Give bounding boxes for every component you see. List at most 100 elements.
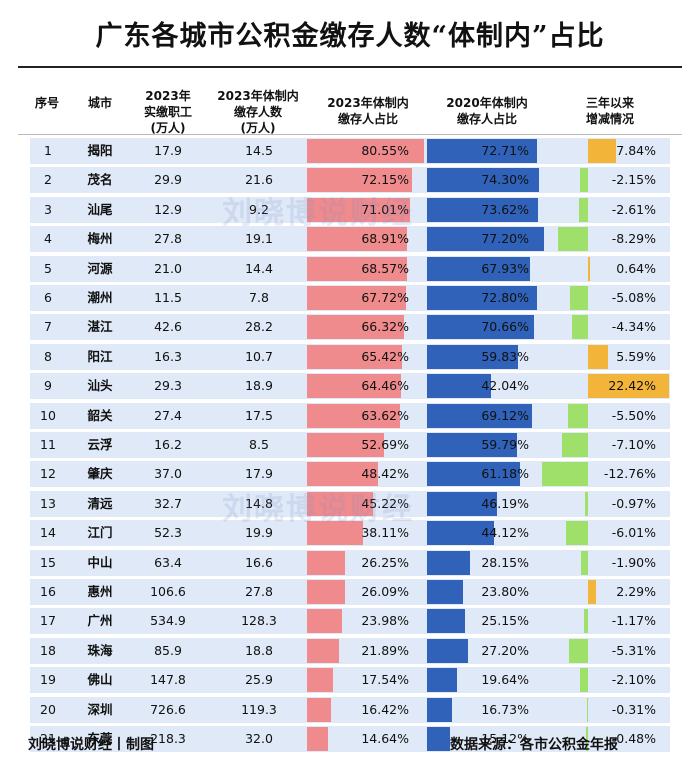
bar-change <box>572 315 588 340</box>
label-change: -2.10% <box>611 672 656 688</box>
cell-city: 惠州 <box>87 584 113 599</box>
table-row <box>30 696 670 723</box>
bar-change <box>568 403 588 428</box>
cell-inside-count: 14.5 <box>245 143 273 158</box>
cell-city: 广州 <box>87 613 113 629</box>
label-change: -5.08% <box>611 290 656 305</box>
cell-seq: 12 <box>40 466 56 482</box>
cell-inside-count: 21.6 <box>245 172 273 188</box>
cell-city: 珠海 <box>87 642 113 658</box>
cell-seq: 10 <box>40 407 56 423</box>
cell-inside-count: 9.2 <box>249 201 269 217</box>
label-change: -2.15% <box>611 172 656 188</box>
bar-change <box>588 580 597 604</box>
label-share-2023: 65.42% <box>361 348 409 364</box>
label-share-2023: 80.55% <box>361 143 409 158</box>
bar-share-2020 <box>427 168 540 193</box>
bar-share-2023 <box>307 668 333 693</box>
bar-share-2023 <box>307 374 401 399</box>
label-share-2023: 64.46% <box>361 378 409 394</box>
label-change: -0.48% <box>611 731 656 746</box>
label-share-2023: 72.15% <box>361 172 409 188</box>
cell-seq: 13 <box>40 495 56 511</box>
label-share-2023: 21.89% <box>361 642 409 658</box>
label-change: 2.29% <box>616 584 656 599</box>
bar-share-2020 <box>427 638 469 663</box>
bar-change <box>588 344 609 369</box>
table-row <box>30 608 670 635</box>
label-share-2020: 46.19% <box>481 495 529 511</box>
bar-share-2023 <box>307 609 342 634</box>
label-change: 0.64% <box>616 260 656 276</box>
label-share-2023: 52.69% <box>361 437 409 452</box>
label-share-2023: 68.57% <box>361 260 409 276</box>
bar-share-2023 <box>307 168 413 193</box>
bar-share-2020 <box>427 197 539 222</box>
title-divider <box>18 66 682 68</box>
table-row <box>30 549 670 576</box>
cell-workers: 726.6 <box>150 701 186 717</box>
bar-share-2020 <box>427 433 518 457</box>
label-share-2020: 15.12% <box>481 731 529 746</box>
cell-city: 东莞 <box>87 731 113 746</box>
cell-workers: 534.9 <box>150 613 186 629</box>
bar-change <box>586 727 588 751</box>
cell-inside-count: 18.8 <box>245 642 273 658</box>
table-row <box>30 637 670 664</box>
label-share-2020: 23.80% <box>481 584 529 599</box>
header-workers: 2023年 实缴职工 (万人) <box>143 89 192 135</box>
bar-share-2020 <box>427 521 494 546</box>
bar-share-2023 <box>307 315 404 340</box>
bar-change <box>562 433 588 457</box>
bar-share-2023 <box>307 521 363 546</box>
cell-workers: 21.0 <box>154 260 182 276</box>
cell-seq: 4 <box>44 231 52 247</box>
label-share-2020: 59.83% <box>481 348 529 364</box>
bar-share-2023 <box>307 638 339 663</box>
label-share-2023: 71.01% <box>361 201 409 217</box>
label-share-2020: 28.15% <box>481 554 529 570</box>
cell-city: 韶关 <box>87 407 113 423</box>
cell-inside-count: 17.5 <box>245 407 273 423</box>
bar-share-2020 <box>427 256 530 281</box>
label-share-2023: 16.42% <box>361 701 409 717</box>
label-share-2020: 77.20% <box>481 231 529 247</box>
label-change: -2.61% <box>611 201 656 217</box>
cell-workers: 11.5 <box>154 290 182 305</box>
cell-seq: 17 <box>40 613 56 629</box>
bar-change <box>568 638 588 663</box>
cell-inside-count: 8.5 <box>249 437 269 452</box>
header-divider <box>18 134 682 135</box>
cell-seq: 5 <box>44 260 52 276</box>
cell-inside-count: 16.6 <box>245 554 273 570</box>
header-inside-count: 2023年体制内 缴存人数 (万人) <box>217 89 299 135</box>
header-share-2020: 2020年体制内 缴存人占比 <box>446 96 528 126</box>
cell-seq: 16 <box>40 584 56 599</box>
label-share-2023: 66.32% <box>361 319 409 335</box>
bar-change <box>588 139 617 163</box>
bar-share-2023 <box>307 697 331 722</box>
footer-credit: 刘晓博说财经丨制图 <box>28 737 154 753</box>
table-row <box>30 667 670 694</box>
cell-city: 阳江 <box>87 348 113 364</box>
label-change: 22.42% <box>608 378 656 394</box>
bar-share-2020 <box>427 462 520 487</box>
cell-workers: 17.9 <box>154 143 182 158</box>
cell-inside-count: 18.9 <box>245 378 273 394</box>
label-change: -6.01% <box>611 525 656 541</box>
bar-share-2020 <box>427 139 537 163</box>
cell-workers: 29.3 <box>154 378 182 394</box>
bar-share-2023 <box>307 491 373 516</box>
cell-city: 潮州 <box>87 290 113 305</box>
cell-seq: 14 <box>40 525 56 541</box>
label-change: -0.31% <box>611 701 656 717</box>
label-share-2023: 23.98% <box>361 613 409 629</box>
cell-city: 茂名 <box>87 172 113 188</box>
cell-workers: 85.9 <box>154 642 182 658</box>
label-change: -12.76% <box>603 466 656 482</box>
cell-inside-count: 19.9 <box>245 525 273 541</box>
bar-change <box>542 462 588 487</box>
cell-inside-count: 28.2 <box>245 319 273 335</box>
label-share-2023: 45.22% <box>361 495 409 511</box>
cell-inside-count: 14.8 <box>245 495 273 511</box>
